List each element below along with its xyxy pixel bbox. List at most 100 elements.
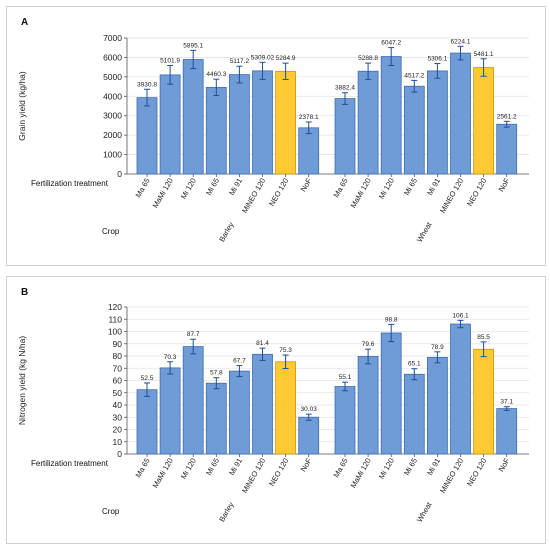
category-label: Mi 91 bbox=[227, 177, 244, 197]
data-label: 5288.8 bbox=[358, 55, 378, 62]
panel-letter: B bbox=[21, 287, 28, 298]
data-label: 98.8 bbox=[385, 316, 398, 323]
data-label: 2561.2 bbox=[497, 113, 517, 120]
group-label: Wheat bbox=[415, 220, 434, 244]
data-label: 2378.1 bbox=[299, 114, 319, 121]
row-label-treatment: Fertilization treatment bbox=[31, 459, 109, 468]
bar bbox=[298, 416, 320, 455]
category-label: MaMi 120 bbox=[151, 177, 175, 210]
data-label: 106.1 bbox=[452, 312, 469, 319]
y-tick-label: 120 bbox=[108, 302, 122, 312]
y-tick-label: 30 bbox=[113, 412, 123, 422]
row-label-treatment: Fertilization treatment bbox=[31, 179, 109, 188]
y-tick-label: 10 bbox=[113, 437, 123, 447]
category-label: Mi 91 bbox=[425, 177, 442, 197]
bar bbox=[205, 382, 227, 455]
category-label: Mi 120 bbox=[179, 177, 198, 201]
bar bbox=[228, 74, 250, 175]
bar bbox=[426, 70, 448, 175]
bar bbox=[426, 356, 448, 455]
data-label: 5284.9 bbox=[276, 55, 296, 62]
category-label: Mi 65 bbox=[402, 177, 419, 197]
data-label: 30.03 bbox=[301, 406, 318, 413]
y-tick-label: 1000 bbox=[103, 150, 122, 160]
category-label: Mi 120 bbox=[179, 457, 198, 481]
panel-letter: A bbox=[21, 17, 28, 28]
row-label-crop: Crop bbox=[102, 507, 120, 516]
y-axis-label: Nitrogen yield (kg N/ha) bbox=[17, 336, 27, 425]
category-label: Ma 65 bbox=[332, 177, 350, 200]
bar bbox=[252, 70, 273, 175]
y-tick-label: 60 bbox=[113, 376, 123, 386]
data-label: 5306.1 bbox=[427, 56, 447, 63]
y-tick-label: 7000 bbox=[103, 33, 122, 43]
category-label: MiNEO 120 bbox=[438, 457, 465, 495]
bar bbox=[357, 356, 379, 455]
bar bbox=[450, 323, 471, 455]
category-label: Ma 65 bbox=[332, 457, 350, 480]
bar bbox=[334, 98, 356, 175]
data-label: 75.3 bbox=[279, 347, 292, 354]
data-label: 79.6 bbox=[362, 341, 375, 348]
y-axis-label: Grain yield (kg/ha) bbox=[17, 71, 27, 141]
y-tick-label: 5000 bbox=[103, 72, 122, 82]
y-tick-label: 70 bbox=[113, 363, 123, 373]
data-label: 78.9 bbox=[431, 344, 444, 351]
bar bbox=[380, 56, 402, 175]
category-label: MiNEO 120 bbox=[240, 457, 267, 495]
category-label: NEO 120 bbox=[267, 457, 290, 488]
bar bbox=[473, 348, 495, 455]
bar bbox=[159, 74, 181, 175]
category-label: NoF bbox=[497, 176, 512, 193]
bar bbox=[136, 97, 158, 175]
data-label: 65.1 bbox=[408, 361, 421, 368]
data-label: 37.1 bbox=[500, 399, 513, 406]
bar bbox=[182, 59, 204, 175]
data-label: 3930.8 bbox=[137, 81, 157, 88]
bar bbox=[380, 332, 402, 455]
nitrogen-yield-chart: B Nitrogen yield (kg N/ha) 0 10 20 30 40 50 60 70… bbox=[17, 287, 529, 524]
data-label: 85.5 bbox=[477, 334, 490, 341]
y-tick-label: 110 bbox=[108, 314, 122, 324]
data-label: 5309.02 bbox=[251, 54, 275, 61]
category-label: Mi 91 bbox=[227, 457, 244, 477]
data-label: 70.3 bbox=[164, 354, 177, 361]
y-tick-label: 0 bbox=[117, 449, 122, 459]
bar bbox=[159, 367, 181, 455]
grain-yield-chart: A Grain yield (kg/ha) 0 1000 2000 3000 4000 500… bbox=[17, 17, 529, 244]
bar bbox=[357, 70, 379, 175]
y-tick-label: 90 bbox=[113, 339, 123, 349]
bar bbox=[473, 67, 495, 175]
bar bbox=[450, 52, 471, 175]
category-label: NoF bbox=[497, 456, 512, 473]
data-label: 5481.1 bbox=[474, 51, 494, 58]
bar bbox=[403, 373, 425, 455]
data-label: 6047.2 bbox=[381, 40, 401, 47]
category-label: Mi 65 bbox=[402, 457, 419, 477]
category-label: MaMi 120 bbox=[349, 457, 373, 490]
category-label: Mi 120 bbox=[377, 457, 396, 481]
category-label: NEO 120 bbox=[267, 177, 290, 208]
category-label: NEO 120 bbox=[465, 177, 488, 208]
y-tick-label: 3000 bbox=[103, 111, 122, 121]
data-label: 4517.2 bbox=[404, 72, 424, 79]
chart-panel-a: A Grain yield (kg/ha) 0 1000 2000 3000 4000 500… bbox=[6, 6, 546, 266]
chart-panel-b: B Nitrogen yield (kg N/ha) 0 10 20 30 40 50 60 70… bbox=[6, 276, 546, 544]
data-label: 3882.4 bbox=[335, 85, 355, 92]
category-label: Ma 65 bbox=[134, 457, 152, 480]
category-label: NoF bbox=[299, 456, 314, 473]
bar bbox=[275, 361, 297, 455]
category-label: Ma 65 bbox=[134, 177, 152, 200]
y-tick-label: 100 bbox=[108, 327, 122, 337]
bar bbox=[205, 86, 227, 175]
bar bbox=[496, 123, 518, 175]
y-tick-label: 2000 bbox=[103, 130, 122, 140]
y-tick-label: 50 bbox=[113, 388, 123, 398]
row-label-crop: Crop bbox=[102, 227, 120, 236]
y-tick-label: 0 bbox=[117, 169, 122, 179]
bar bbox=[496, 408, 518, 455]
bar bbox=[298, 127, 320, 175]
data-label: 67.7 bbox=[233, 358, 246, 365]
category-label: Mi 65 bbox=[204, 457, 221, 477]
category-label: NoF bbox=[299, 176, 314, 193]
